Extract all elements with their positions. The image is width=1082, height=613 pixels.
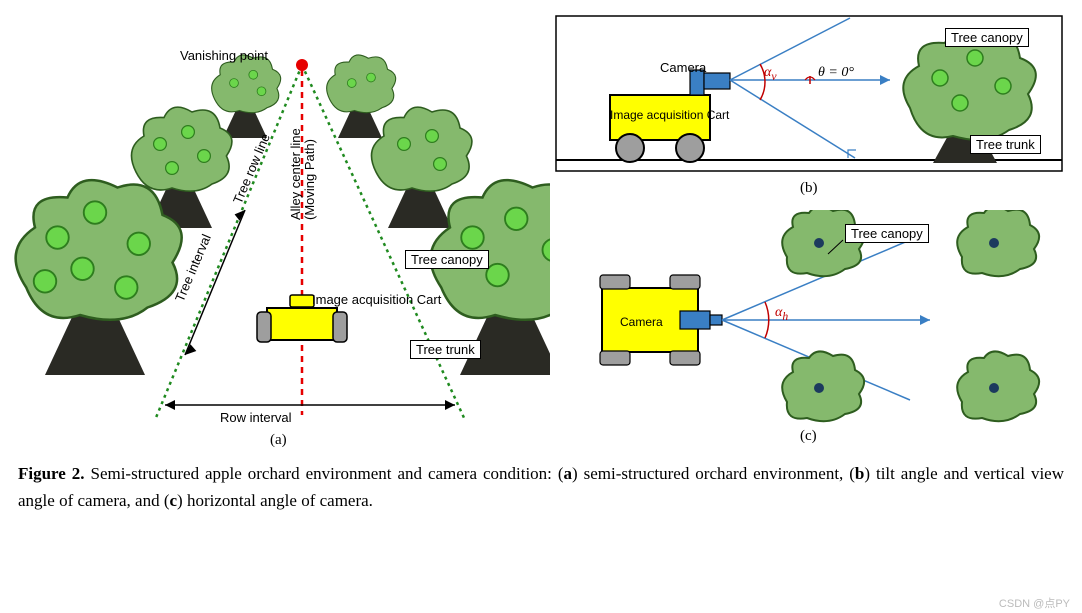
panel-b: Tree canopy Tree trunk Camera Image acqu…: [550, 10, 1070, 210]
right-column: Tree canopy Tree trunk Camera Image acqu…: [550, 10, 1070, 450]
panel-tag-b: (b): [800, 180, 818, 197]
panel-c: Camera: [550, 210, 1070, 450]
caption-text-1: Semi-structured apple orchard environmen…: [85, 464, 564, 483]
label-tree-canopy-a: Tree canopy: [405, 250, 489, 269]
figure-caption: Figure 2. Semi-structured apple orchard …: [10, 450, 1072, 514]
label-tree-canopy-b: Tree canopy: [945, 28, 1029, 47]
caption-c-text: ) horizontal angle of camera.: [177, 491, 373, 510]
panel-tag-c: (c): [800, 428, 817, 445]
label-tree-trunk-a: Tree trunk: [410, 340, 481, 359]
label-camera-b: Camera: [660, 60, 706, 75]
label-vanishing-point: Vanishing point: [180, 48, 268, 63]
panel-c-svg: Camera: [550, 210, 1070, 450]
label-row-interval: Row interval: [220, 410, 292, 425]
alpha-h-sub: h: [782, 310, 788, 323]
caption-b-bold: b: [855, 464, 864, 483]
label-cart-a: Image acquisition Cart: [312, 292, 441, 307]
label-alley-center: Alley center line: [288, 128, 303, 220]
theta-zero: θ = 0°: [818, 65, 854, 80]
label-moving-path: (Moving Path): [302, 139, 317, 220]
caption-a-bold: a: [564, 464, 573, 483]
svg-text:Camera: Camera: [620, 315, 663, 329]
figure-container: Vanishing point Tree canopy Tree trunk I…: [10, 10, 1072, 514]
caption-c-bold: c: [170, 491, 178, 510]
label-tree-canopy-c: Tree canopy: [845, 224, 929, 243]
panel-a: Vanishing point Tree canopy Tree trunk I…: [10, 10, 550, 450]
caption-a-text: ) semi-structured orchard environment, (: [572, 464, 855, 483]
label-cart-b: Image acquisition Cart: [610, 108, 729, 122]
caption-prefix: Figure 2.: [18, 464, 85, 483]
label-tree-trunk-b: Tree trunk: [970, 135, 1041, 154]
panel-tag-a: (a): [270, 432, 287, 449]
panel-a-svg: [10, 10, 550, 450]
alpha-v-sub: v: [771, 70, 776, 83]
watermark: CSDN @点PY: [999, 595, 1070, 611]
